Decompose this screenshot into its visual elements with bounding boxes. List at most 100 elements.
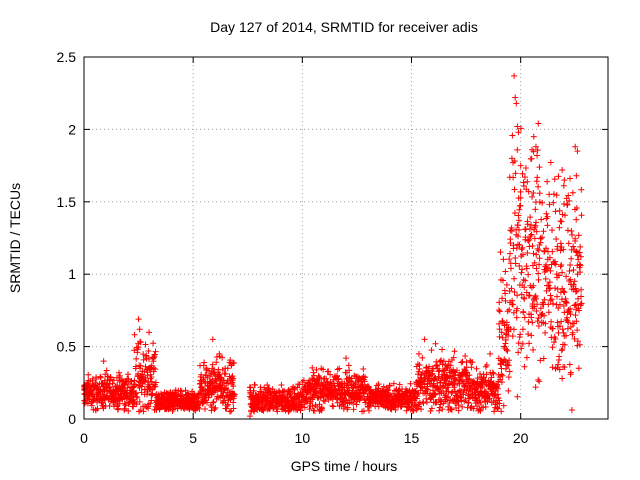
data-point (137, 407, 144, 414)
data-point (213, 359, 220, 366)
data-point (566, 197, 573, 204)
data-point (318, 405, 325, 412)
data-point (462, 397, 469, 404)
data-point (544, 213, 551, 220)
data-point (503, 281, 510, 288)
data-point (459, 377, 466, 384)
data-point (552, 258, 559, 265)
data-point (205, 394, 212, 401)
data-point (336, 365, 343, 372)
data-point (117, 372, 124, 379)
data-point (511, 158, 518, 165)
data-point (485, 392, 492, 399)
data-point (310, 369, 317, 376)
data-point (203, 399, 210, 406)
data-points (81, 72, 585, 420)
x-tick-label: 0 (80, 430, 88, 446)
data-point (301, 404, 308, 411)
data-point (515, 217, 522, 224)
data-point (495, 307, 502, 314)
data-point (556, 353, 563, 360)
data-point (526, 236, 533, 243)
data-point (564, 201, 571, 208)
data-point (568, 406, 575, 413)
data-point (494, 385, 501, 392)
data-point (566, 277, 573, 284)
data-point (488, 374, 495, 381)
data-point (362, 374, 369, 381)
data-point (463, 387, 470, 394)
data-point (535, 376, 542, 383)
data-point (530, 250, 537, 257)
data-point (568, 255, 575, 262)
data-point (516, 262, 523, 269)
data-point (578, 186, 585, 193)
data-point (196, 405, 203, 412)
data-point (142, 341, 149, 348)
data-point (549, 325, 556, 332)
data-point (415, 350, 422, 357)
data-point (491, 408, 498, 415)
data-point (521, 284, 528, 291)
data-point (535, 315, 542, 322)
data-point (540, 228, 547, 235)
data-point (559, 285, 566, 292)
data-point (502, 290, 509, 297)
data-point (170, 406, 177, 413)
data-point (567, 276, 574, 283)
data-point (477, 399, 484, 406)
data-point (474, 375, 481, 382)
chart-title: Day 127 of 2014, SRMTID for receiver adi… (210, 19, 478, 35)
data-point (470, 405, 477, 412)
data-point (578, 293, 585, 300)
data-point (440, 358, 447, 365)
data-point (265, 385, 272, 392)
data-point (135, 316, 142, 323)
data-point (421, 381, 428, 388)
data-point (515, 129, 522, 136)
data-point (144, 388, 151, 395)
data-point (521, 314, 528, 321)
data-point (502, 268, 509, 275)
data-point (577, 243, 584, 250)
data-point (231, 391, 238, 398)
data-point (559, 269, 566, 276)
data-point (85, 395, 92, 402)
data-point (506, 357, 513, 364)
data-point (542, 329, 549, 336)
data-point (549, 300, 556, 307)
data-point (132, 390, 139, 397)
data-point (535, 276, 542, 283)
data-point (559, 166, 566, 173)
data-point (558, 318, 565, 325)
data-point (545, 282, 552, 289)
data-point (246, 413, 253, 420)
data-point (532, 143, 539, 150)
data-point (450, 354, 457, 361)
data-point (410, 407, 417, 414)
data-point (135, 370, 142, 377)
y-tick-label: 0.5 (57, 339, 77, 355)
data-point (490, 370, 497, 377)
data-point (549, 227, 556, 234)
data-point (329, 402, 336, 409)
data-point (423, 390, 430, 397)
data-point (509, 297, 516, 304)
data-point (418, 406, 425, 413)
data-point (565, 192, 572, 199)
data-point (499, 334, 506, 341)
data-point (576, 341, 583, 348)
data-point (542, 267, 549, 274)
data-point (572, 285, 579, 292)
data-point (569, 189, 576, 196)
data-point (230, 383, 237, 390)
data-point (130, 384, 137, 391)
data-point (425, 373, 432, 380)
data-point (88, 402, 95, 409)
data-point (512, 254, 519, 261)
data-point (534, 174, 541, 181)
data-point (518, 291, 525, 298)
data-point (541, 247, 548, 254)
data-point (424, 383, 431, 390)
x-axis-label: GPS time / hours (291, 458, 398, 474)
